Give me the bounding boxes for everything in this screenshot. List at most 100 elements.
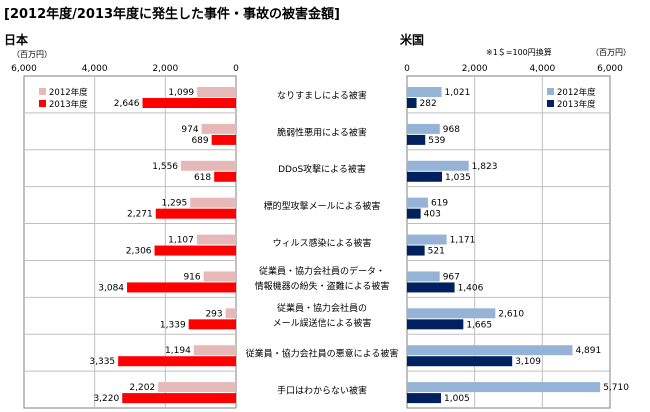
japan-data-label: 1,107 — [168, 236, 194, 246]
usa-bar-2012 — [407, 271, 440, 282]
usa-legend-swatch-2013 — [547, 100, 554, 107]
japan-bar-2013 — [118, 356, 236, 367]
usa-bar-2013 — [407, 356, 513, 367]
japan-data-label: 293 — [205, 309, 222, 319]
usa-tick-label: 4,000 — [529, 64, 555, 74]
usa-legend-label-2012: 2012年度 — [557, 87, 596, 98]
usa-bar-2013 — [407, 393, 442, 404]
category-label: 従業員・協力会社員の悪意による被害 — [246, 348, 399, 360]
usa-data-label: 967 — [443, 272, 460, 282]
usa-bar-2012 — [407, 382, 601, 393]
category-label: 従業員・協力会社員のデータ・ — [259, 265, 385, 277]
japan-data-label: 3,084 — [98, 283, 124, 293]
japan-bar-2013 — [127, 282, 236, 293]
usa-bar-2012 — [407, 308, 496, 319]
usa-data-label: 1,035 — [445, 173, 471, 183]
japan-data-label: 1,339 — [160, 320, 186, 330]
japan-bar-2013 — [142, 98, 236, 108]
japan-legend-swatch-2012 — [39, 88, 46, 95]
usa-legend-label-2013: 2013年度 — [557, 99, 596, 110]
usa-legend-swatch-2012 — [547, 88, 554, 95]
japan-legend-label-2013: 2013年度 — [49, 99, 88, 110]
japan-tick-label: 2,000 — [152, 64, 178, 74]
category-label: 手口はわからない被害 — [277, 385, 367, 397]
usa-bar-2013 — [407, 319, 464, 330]
usa-data-label: 1,406 — [458, 283, 484, 293]
usa-data-label: 2,610 — [498, 309, 524, 319]
usa-bar-2013 — [407, 282, 455, 293]
usa-tick-label: 2,000 — [462, 64, 488, 74]
japan-tick-label: 6,000 — [11, 64, 37, 74]
usa-data-label: 521 — [428, 247, 445, 257]
usa-tick-label: 6,000 — [597, 64, 623, 74]
usa-data-label: 539 — [428, 136, 445, 146]
japan-bar-2012 — [158, 382, 236, 393]
japan-bar-2012 — [190, 197, 236, 208]
usa-data-label: 1,171 — [450, 236, 476, 246]
usa-data-label: 4,891 — [575, 346, 601, 356]
japan-data-label: 1,556 — [152, 162, 178, 172]
japan-data-label: 1,099 — [168, 88, 194, 98]
japan-bar-2012 — [225, 308, 236, 319]
japan-bar-2013 — [155, 208, 236, 219]
usa-data-label: 619 — [431, 199, 448, 209]
japan-data-label: 1,194 — [165, 346, 191, 356]
category-label: 脆弱性悪用による被害 — [277, 126, 367, 138]
japan-data-label: 2,271 — [127, 210, 153, 220]
usa-data-label: 3,109 — [515, 357, 541, 367]
usa-data-label: 968 — [443, 125, 460, 135]
japan-data-label: 3,220 — [93, 394, 119, 404]
japan-tick-label: 0 — [233, 64, 239, 74]
category-label: メール誤送信による被害 — [273, 317, 372, 329]
japan-data-label: 3,335 — [89, 357, 115, 367]
usa-bar-2012 — [407, 197, 428, 208]
category-label: なりすましによる被害 — [277, 89, 367, 101]
usa-data-label: 5,710 — [603, 383, 629, 393]
usa-bar-2012 — [407, 160, 469, 171]
japan-bar-2012 — [181, 160, 236, 171]
usa-data-label: 1,665 — [466, 320, 492, 330]
category-label: DDoS攻撃による被害 — [278, 163, 366, 175]
usa-data-label: 403 — [424, 210, 441, 220]
japan-region-label: 日本 — [4, 32, 28, 47]
usa-note: ※1＄=100円換算 — [486, 47, 552, 57]
usa-bar-2012 — [407, 123, 440, 134]
usa-tick-label: 0 — [404, 64, 410, 74]
japan-data-label: 2,306 — [126, 247, 152, 257]
usa-bar-2013 — [407, 134, 426, 145]
japan-bar-2013 — [154, 245, 236, 256]
usa-bar-2013 — [407, 98, 417, 108]
japan-bar-2013 — [211, 134, 236, 145]
japan-bar-2012 — [197, 87, 236, 97]
usa-bar-2012 — [407, 345, 573, 356]
usa-data-label: 282 — [420, 99, 437, 109]
japan-bar-2012 — [203, 271, 236, 282]
japan-axis-ticks: 6,000 4,000 2,000 0 — [11, 64, 239, 74]
usa-region-label: 米国 — [400, 32, 424, 47]
usa-unit-label: （百万円） — [591, 48, 631, 57]
japan-bar-2013 — [214, 171, 236, 182]
japan-legend-swatch-2013 — [39, 100, 46, 107]
japan-data-label: 2,646 — [114, 99, 140, 109]
japan-bar-2012 — [201, 123, 236, 134]
japan-legend-label-2012: 2012年度 — [49, 87, 88, 98]
japan-bar-2012 — [193, 345, 236, 356]
category-label: 従業員・協力会社員の — [277, 302, 367, 314]
category-label: ウィルス感染による被害 — [273, 237, 372, 249]
usa-data-label: 1,005 — [444, 394, 470, 404]
japan-data-label: 2,202 — [129, 383, 155, 393]
usa-bar-2012 — [407, 87, 442, 97]
japan-legend: 2012年度 2013年度 — [39, 87, 88, 110]
japan-data-label: 916 — [183, 272, 200, 282]
usa-bar-2012 — [407, 234, 447, 245]
usa-bar-2013 — [407, 245, 425, 256]
japan-data-label: 689 — [191, 136, 208, 146]
japan-unit-label: （百万円） — [12, 50, 52, 59]
japan-bar-2013 — [188, 319, 236, 330]
japan-gridlines — [24, 76, 236, 408]
category-label: 情報機器の紛失・盗難による被害 — [255, 280, 390, 292]
